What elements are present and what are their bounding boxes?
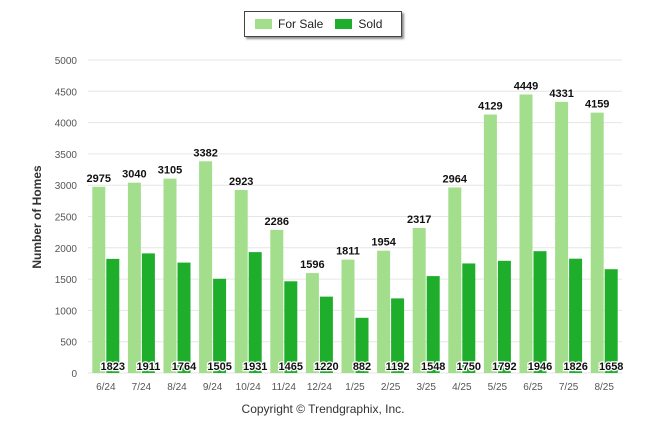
- bar-for-sale: [341, 259, 355, 373]
- y-tick-label: 500: [60, 338, 77, 349]
- data-label-for-sale: 2975: [87, 173, 111, 185]
- y-tick-label: 5000: [55, 56, 78, 67]
- legend-label-sold: Sold: [358, 17, 383, 31]
- bar-sold: [106, 258, 120, 373]
- bar-for-sale: [270, 229, 284, 373]
- data-label-for-sale: 4159: [585, 99, 609, 111]
- bar-for-sale: [412, 227, 426, 373]
- x-tick-label: 5/25: [488, 382, 508, 393]
- y-tick-label: 3500: [55, 150, 78, 161]
- data-label-sold: 1764: [172, 361, 197, 373]
- bar-sold: [497, 260, 511, 373]
- copyright-text: Copyright © Trendgraphix, Inc.: [241, 402, 405, 416]
- data-label-sold: 1946: [528, 361, 552, 373]
- bar-sold: [533, 251, 547, 373]
- data-label-sold: 1911: [136, 361, 160, 373]
- data-label-for-sale: 3382: [193, 147, 217, 159]
- bar-sold: [177, 262, 191, 373]
- bar-sold: [248, 252, 262, 373]
- y-tick-label: 2500: [55, 213, 78, 224]
- data-label-for-sale: 2317: [407, 214, 431, 226]
- bar-sold: [426, 276, 440, 373]
- data-label-sold: 1658: [599, 361, 623, 373]
- data-label-for-sale: 3040: [122, 169, 146, 181]
- data-label-sold: 1505: [207, 361, 231, 373]
- y-tick-label: 1500: [55, 275, 78, 286]
- data-label-sold: 1192: [386, 361, 410, 373]
- data-label-sold: 1931: [243, 361, 267, 373]
- data-label-for-sale: 1811: [336, 246, 360, 258]
- data-label-sold: 1465: [279, 361, 303, 373]
- bar-for-sale: [448, 187, 462, 373]
- y-tick-label: 3000: [55, 181, 78, 192]
- legend-item-for-sale[interactable]: For Sale: [255, 17, 323, 31]
- x-tick-label: 8/25: [594, 382, 614, 393]
- x-tick-label: 1/25: [345, 382, 365, 393]
- x-tick-label: 2/25: [381, 382, 401, 393]
- bar-sold: [391, 298, 405, 373]
- bar-sold: [319, 296, 333, 373]
- data-label-for-sale: 1596: [300, 259, 324, 271]
- data-label-for-sale: 4331: [549, 88, 573, 100]
- legend: For Sale Sold: [244, 11, 402, 37]
- bar-for-sale: [127, 182, 141, 373]
- data-label-sold: 1548: [421, 361, 445, 373]
- x-tick-label: 12/24: [307, 382, 332, 393]
- bar-sold: [355, 317, 369, 373]
- x-tick-label: 7/25: [559, 382, 579, 393]
- legend-swatch-for-sale: [255, 19, 272, 29]
- data-label-sold: 1792: [492, 361, 516, 373]
- x-tick-label: 6/24: [96, 382, 116, 393]
- bar-for-sale: [234, 190, 248, 373]
- y-tick-label: 2000: [55, 244, 78, 255]
- bar-for-sale: [377, 250, 391, 373]
- x-tick-label: 10/24: [236, 382, 261, 393]
- y-tick-label: 4500: [55, 87, 78, 98]
- bar-sold: [284, 281, 298, 373]
- data-label-sold: 1750: [457, 361, 481, 373]
- x-tick-label: 8/24: [167, 382, 187, 393]
- legend-swatch-sold: [335, 19, 353, 29]
- x-tick-label: 9/24: [203, 382, 223, 393]
- data-label-for-sale: 2923: [229, 176, 253, 188]
- bar-for-sale: [483, 114, 497, 373]
- x-tick-label: 11/24: [272, 382, 297, 393]
- data-label-for-sale: 4449: [514, 80, 538, 92]
- data-label-for-sale: 4129: [478, 101, 502, 113]
- data-label-for-sale: 2286: [265, 216, 289, 228]
- data-label-for-sale: 3105: [158, 165, 182, 177]
- bar-sold: [213, 278, 227, 373]
- legend-label-for-sale: For Sale: [278, 17, 324, 31]
- bar-for-sale: [199, 161, 213, 373]
- bar-sold: [462, 263, 476, 373]
- data-label-sold: 1220: [314, 361, 338, 373]
- x-tick-label: 6/25: [523, 382, 543, 393]
- data-label-for-sale: 2964: [443, 173, 468, 185]
- data-label-sold: 1823: [101, 361, 125, 373]
- x-tick-label: 3/25: [416, 382, 436, 393]
- bar-sold: [141, 253, 155, 373]
- bar-for-sale: [305, 273, 319, 373]
- data-label-sold: 1826: [563, 361, 587, 373]
- legend-item-sold[interactable]: Sold: [335, 17, 382, 31]
- data-label-for-sale: 1954: [371, 237, 396, 249]
- bar-for-sale: [555, 101, 569, 374]
- bar-for-sale: [163, 178, 177, 373]
- x-tick-label: 4/25: [452, 382, 472, 393]
- x-tick-label: 7/24: [132, 382, 152, 393]
- y-tick-label: 4000: [55, 119, 78, 130]
- bar-for-sale: [519, 94, 533, 373]
- bar-for-sale: [590, 112, 604, 373]
- bar-for-sale: [92, 186, 106, 373]
- y-tick-label: 1000: [55, 306, 78, 317]
- bar-sold: [604, 269, 618, 373]
- y-tick-label: 0: [71, 369, 77, 380]
- bar-sold: [569, 258, 583, 373]
- data-label-sold: 882: [353, 361, 371, 373]
